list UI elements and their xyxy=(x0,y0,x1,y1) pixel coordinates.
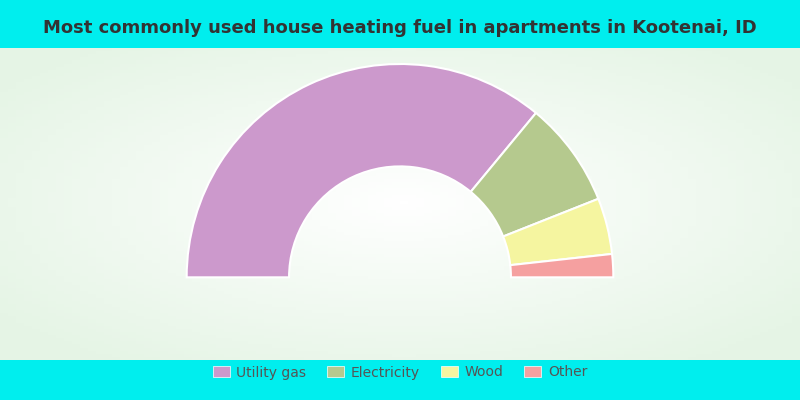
Legend: Utility gas, Electricity, Wood, Other: Utility gas, Electricity, Wood, Other xyxy=(207,360,593,385)
Wedge shape xyxy=(186,64,536,277)
Text: Most commonly used house heating fuel in apartments in Kootenai, ID: Most commonly used house heating fuel in… xyxy=(43,19,757,37)
Wedge shape xyxy=(470,113,598,236)
Wedge shape xyxy=(510,254,614,277)
Wedge shape xyxy=(503,199,612,265)
